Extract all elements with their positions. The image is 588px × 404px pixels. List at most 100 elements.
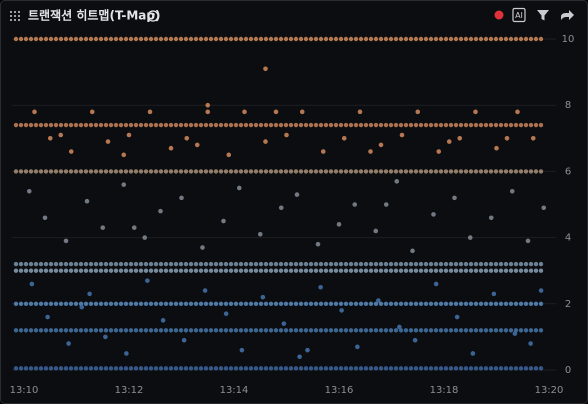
point (168, 145, 174, 151)
point (410, 248, 415, 254)
point (68, 149, 74, 154)
point (221, 218, 226, 224)
point (320, 149, 326, 154)
record-indicator[interactable] (494, 10, 504, 20)
point (297, 354, 302, 360)
point (257, 231, 263, 237)
point (512, 331, 518, 336)
point (66, 341, 71, 346)
point (121, 182, 127, 187)
filter-button[interactable] (537, 10, 549, 21)
x-tick-label: 13:18 (430, 385, 459, 396)
point (160, 318, 166, 323)
point (29, 281, 35, 287)
chart-title: 트랜잭션 히트맵(T-Map) (28, 8, 160, 23)
point (236, 185, 242, 191)
grid-icon[interactable] (10, 11, 20, 21)
x-tick-label: 13:12 (115, 385, 144, 396)
x-tick-label: 13:20 (535, 385, 564, 396)
point (121, 152, 127, 158)
point (504, 136, 510, 141)
point (202, 288, 208, 293)
point (299, 109, 305, 115)
point (200, 245, 205, 250)
point (47, 136, 53, 141)
point (89, 109, 95, 115)
x-tick-label: 13:16 (325, 385, 354, 396)
point (431, 212, 436, 217)
point (79, 304, 85, 310)
point (58, 132, 64, 138)
point (378, 142, 384, 148)
point (278, 205, 284, 211)
point (515, 109, 520, 115)
x-tick-label: 13:14 (220, 385, 249, 396)
point (305, 347, 310, 353)
point (124, 351, 129, 356)
point (45, 314, 50, 320)
point (281, 321, 287, 326)
point (194, 142, 200, 148)
point (318, 284, 323, 290)
point (538, 288, 544, 293)
plot: 0 2 4 6 8 10 13:10 13:12 13:14 13:16 13:18 13:20 (10, 34, 575, 396)
point (541, 205, 547, 211)
point (242, 109, 247, 115)
point (126, 132, 132, 138)
point (376, 298, 381, 303)
y-tick-label: 0 (565, 365, 571, 376)
point (383, 202, 389, 207)
ai-button[interactable]: AI (512, 7, 526, 23)
point (103, 334, 108, 340)
point (26, 188, 32, 194)
point (84, 198, 90, 204)
point (341, 136, 347, 141)
help-icon[interactable]: ? (147, 10, 159, 22)
point (263, 66, 268, 72)
y-tick-label: 8 (565, 100, 571, 111)
point (260, 294, 266, 300)
y-tick-label: 4 (565, 233, 571, 244)
point (454, 314, 460, 320)
point (42, 215, 48, 221)
point (179, 195, 184, 201)
point (263, 139, 268, 144)
point (205, 102, 211, 108)
x-tick-label: 13:10 (10, 385, 39, 396)
point (273, 109, 279, 115)
point (226, 152, 232, 158)
point (412, 337, 418, 343)
point (457, 136, 463, 141)
point (415, 109, 421, 115)
point (184, 136, 190, 141)
svg-text:AI: AI (515, 11, 523, 20)
point (32, 109, 37, 115)
point (399, 132, 405, 138)
point (491, 291, 497, 297)
point (470, 351, 476, 356)
point (284, 132, 289, 138)
point (394, 179, 400, 184)
y-tick-label: 6 (565, 166, 571, 177)
y-tick-label: 2 (565, 299, 571, 310)
share-button[interactable] (561, 10, 574, 20)
point (158, 208, 163, 214)
point (452, 195, 457, 201)
point (368, 149, 373, 154)
point (467, 235, 473, 240)
point (105, 139, 111, 144)
y-tick-label: 10 (562, 34, 575, 45)
point (142, 235, 148, 240)
point (100, 225, 106, 230)
point (145, 278, 150, 283)
point (315, 241, 321, 247)
svg-text:?: ? (151, 12, 156, 21)
point (494, 145, 499, 151)
point (446, 139, 452, 144)
point (336, 222, 342, 227)
point (339, 308, 344, 313)
point (397, 324, 402, 330)
point (181, 337, 187, 343)
point (473, 109, 478, 115)
